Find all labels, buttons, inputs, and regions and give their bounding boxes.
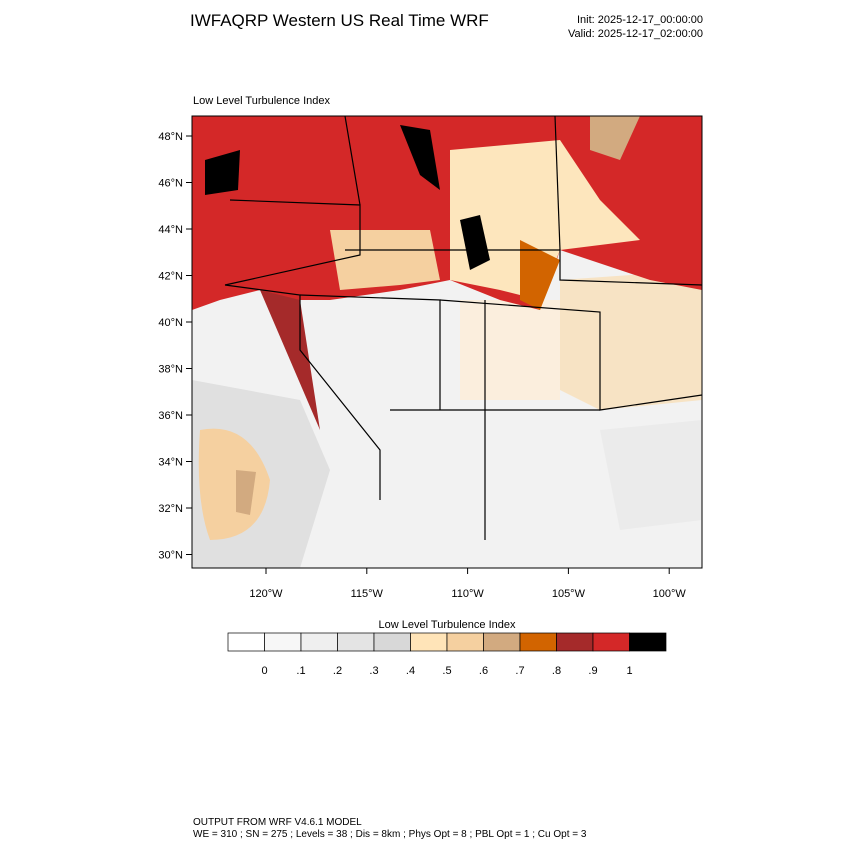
state-borders bbox=[224, 115, 703, 540]
lat-label: 32°N bbox=[158, 503, 183, 515]
valid-time: Valid: 2025-12-17_02:00:00 bbox=[568, 28, 703, 40]
map-frame bbox=[191, 115, 703, 569]
colorbar-label: .4 bbox=[406, 665, 415, 677]
map-field bbox=[192, 116, 702, 568]
colorbar-label: .5 bbox=[442, 665, 451, 677]
colorbar-box bbox=[556, 632, 594, 652]
lon-labels: 120°W 115°W 110°W 105°W 100°W bbox=[249, 568, 686, 600]
colorbar-box bbox=[337, 632, 375, 652]
lat-label: 48°N bbox=[158, 131, 183, 143]
lat-label: 46°N bbox=[158, 178, 183, 190]
lat-label: 44°N bbox=[158, 224, 183, 236]
colorbar-box bbox=[483, 632, 521, 652]
lon-label: 115°W bbox=[351, 588, 384, 600]
map-subtitle: Low Level Turbulence Index bbox=[193, 95, 330, 107]
footer-line: OUTPUT FROM WRF V4.6.1 MODEL bbox=[193, 817, 362, 828]
title: IWFAQRP Western US Real Time WRF bbox=[190, 11, 489, 30]
lon-label: 100°W bbox=[653, 588, 687, 600]
lat-label: 40°N bbox=[158, 317, 183, 329]
colorbar-label: .9 bbox=[588, 665, 597, 677]
colorbar-label: .8 bbox=[552, 665, 561, 677]
lon-label: 105°W bbox=[552, 588, 586, 600]
colorbar-box bbox=[264, 632, 302, 652]
colorbar-box bbox=[446, 632, 484, 652]
lat-label: 38°N bbox=[158, 364, 183, 376]
colorbar-box bbox=[373, 632, 411, 652]
colorbar-label: .7 bbox=[515, 665, 524, 677]
lat-label: 34°N bbox=[158, 457, 183, 469]
colorbar-box bbox=[592, 632, 630, 652]
footer-line: WE = 310 ; SN = 275 ; Levels = 38 ; Dis … bbox=[193, 829, 587, 840]
colorbar-box bbox=[300, 632, 338, 652]
colorbar-label: 0 bbox=[261, 665, 267, 677]
colorbar-box bbox=[227, 632, 265, 652]
colorbar-label: .3 bbox=[369, 665, 378, 677]
lon-label: 110°W bbox=[451, 588, 484, 600]
colorbar-label: 1 bbox=[626, 665, 632, 677]
colorbar: 0 .1 .2 .3 .4 .5 .6 .7 .8 .9 1 bbox=[227, 632, 667, 677]
lon-label: 120°W bbox=[249, 588, 283, 600]
init-time: Init: 2025-12-17_00:00:00 bbox=[577, 14, 703, 26]
lat-labels: 48°N 46°N 44°N 42°N 40°N 38°N 36°N 34°N 32°N 30°N bbox=[158, 131, 192, 562]
lat-label: 36°N bbox=[158, 410, 183, 422]
colorbar-title: Low Level Turbulence Index bbox=[379, 619, 516, 631]
colorbar-label: .6 bbox=[479, 665, 488, 677]
colorbar-box bbox=[629, 632, 667, 652]
lat-label: 42°N bbox=[158, 271, 183, 283]
colorbar-label: .2 bbox=[333, 665, 342, 677]
colorbar-label: .1 bbox=[296, 665, 305, 677]
colorbar-box bbox=[410, 632, 448, 652]
colorbar-box bbox=[519, 632, 557, 652]
lat-label: 30°N bbox=[158, 550, 183, 562]
